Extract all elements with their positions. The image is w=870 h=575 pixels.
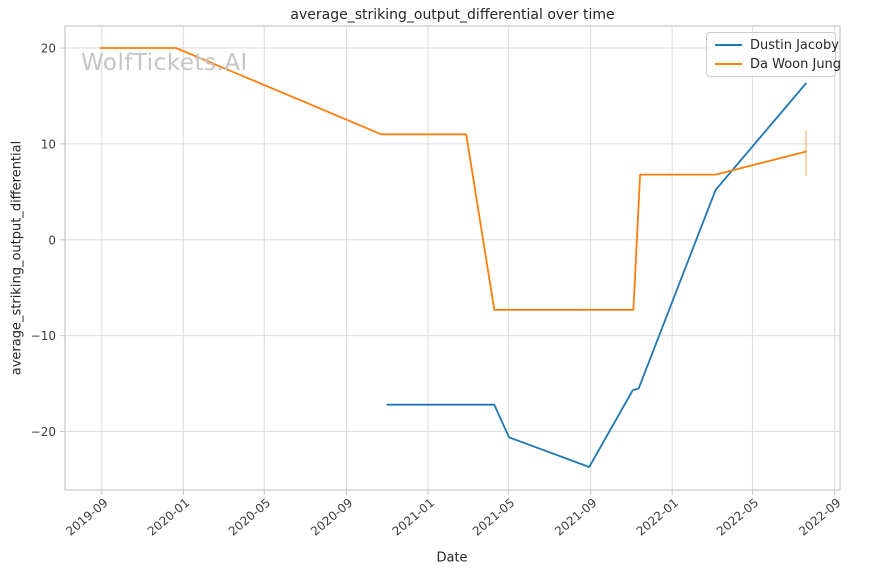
y-tick-label: 0	[48, 233, 56, 247]
legend-label: Da Woon Jung	[750, 56, 842, 72]
y-tick-label: 10	[41, 137, 56, 151]
series-line-da-woon-jung	[99, 47, 807, 311]
legend-line-swatch-blue	[715, 44, 742, 46]
x-tick-label: 2022-05	[714, 496, 761, 539]
x-tick-label: 2020-09	[308, 496, 355, 539]
y-tick-label: 20	[41, 42, 56, 56]
x-tick-label: 2020-05	[226, 496, 273, 539]
series-line-dustin-jacoby	[386, 82, 807, 468]
x-tick-label: 2022-09	[796, 496, 843, 539]
x-tick-label: 2022-01	[634, 496, 681, 539]
y-tick-label: −20	[31, 425, 56, 439]
x-tick-label: 2021-01	[390, 496, 437, 539]
legend-line-swatch-orange	[715, 63, 742, 65]
x-tick-label: 2021-09	[552, 496, 599, 539]
legend-item-da-woon-jung: Da Woon Jung	[715, 57, 841, 72]
plot-border	[64, 25, 841, 491]
x-tick-label: 2020-01	[145, 496, 192, 539]
chart-title: average_striking_output_differential ove…	[290, 7, 615, 23]
y-tick-label: −10	[31, 329, 56, 343]
x-axis-label: Date	[436, 550, 468, 566]
legend: Dustin Jacoby Da Woon Jung	[706, 32, 841, 77]
legend-label: Dustin Jacoby	[750, 37, 839, 53]
legend-item-dustin-jacoby: Dustin Jacoby	[715, 38, 839, 53]
y-axis-label: average_striking_output_differential	[9, 140, 25, 376]
watermark-text: WolfTickets.AI	[81, 50, 248, 76]
x-tick-label: 2019-09	[63, 496, 110, 539]
x-tick-label: 2021-05	[470, 496, 517, 539]
